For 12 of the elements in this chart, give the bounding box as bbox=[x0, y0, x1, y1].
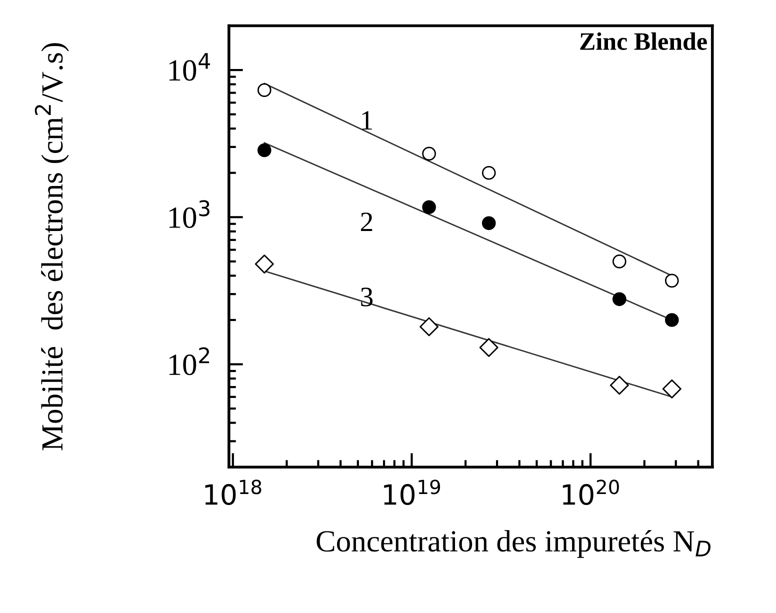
x-axis-title: Concentration des impuretés N$_{D}$ bbox=[316, 530, 710, 558]
x-tick-label: 10$^{19}$ bbox=[384, 480, 440, 506]
annotation: Zinc Blende bbox=[580, 32, 707, 50]
y-tick-label: 10$^{3}$ bbox=[169, 200, 210, 228]
x-tick-label: 10$^{18}$ bbox=[205, 480, 262, 506]
x-tick-label: 10$^{20}$ bbox=[562, 480, 619, 506]
y-axis-title: Mobilité des électrons (cm$^{2}$/V.s) bbox=[34, 43, 69, 450]
annotation: 2 bbox=[360, 212, 372, 232]
annotation: 1 bbox=[362, 111, 372, 130]
y-tick-label: 10$^{4}$ bbox=[169, 53, 210, 81]
y-tick-label: 10$^{2}$ bbox=[169, 347, 210, 376]
annotation: 3 bbox=[361, 288, 373, 306]
